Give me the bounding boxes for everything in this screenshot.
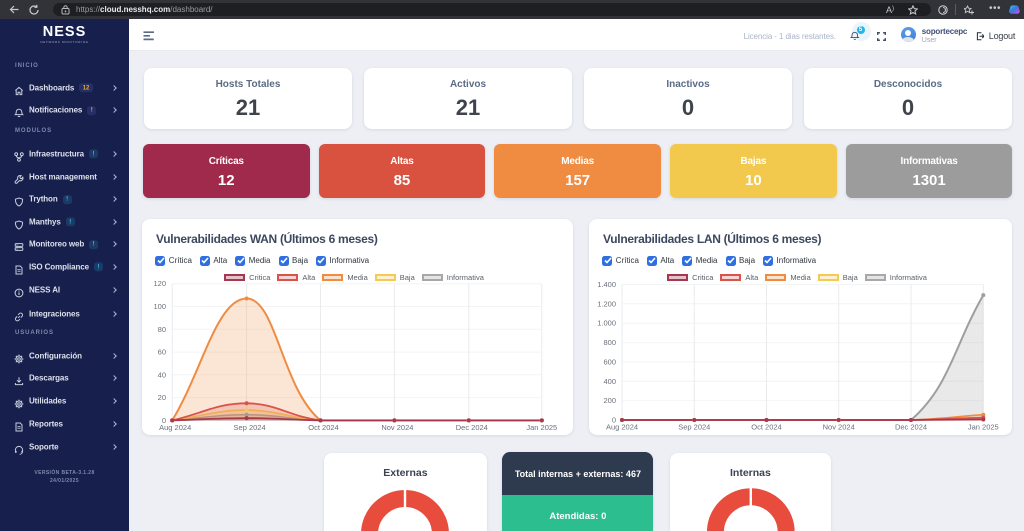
svg-text:120: 120 (153, 279, 166, 288)
svg-text:100: 100 (153, 302, 166, 311)
svg-text:Jan 2025: Jan 2025 (526, 423, 557, 432)
svg-text:20: 20 (158, 393, 166, 402)
svg-text:0: 0 (162, 416, 166, 425)
svg-text:200: 200 (603, 396, 616, 405)
svg-text:Oct 2024: Oct 2024 (751, 423, 781, 432)
svg-text:600: 600 (603, 357, 616, 366)
svg-text:800: 800 (603, 338, 616, 347)
svg-text:Nov 2024: Nov 2024 (823, 423, 855, 432)
svg-text:80: 80 (158, 325, 166, 334)
svg-text:400: 400 (603, 377, 616, 386)
svg-text:40: 40 (158, 370, 166, 379)
svg-text:60: 60 (158, 348, 166, 357)
svg-text:1.000: 1.000 (597, 319, 616, 328)
svg-text:0: 0 (612, 416, 616, 425)
svg-text:1.400: 1.400 (597, 280, 616, 289)
svg-text:Nov 2024: Nov 2024 (381, 423, 413, 432)
svg-text:Sep 2024: Sep 2024 (678, 423, 710, 432)
svg-text:Jan 2025: Jan 2025 (968, 423, 999, 432)
svg-text:Aug 2024: Aug 2024 (606, 423, 638, 432)
svg-text:1.200: 1.200 (597, 299, 616, 308)
svg-text:Aug 2024: Aug 2024 (159, 423, 191, 432)
svg-text:Oct 2024: Oct 2024 (308, 423, 338, 432)
svg-text:Sep 2024: Sep 2024 (234, 423, 266, 432)
svg-text:Dec 2024: Dec 2024 (895, 423, 927, 432)
svg-text:Dec 2024: Dec 2024 (456, 423, 488, 432)
